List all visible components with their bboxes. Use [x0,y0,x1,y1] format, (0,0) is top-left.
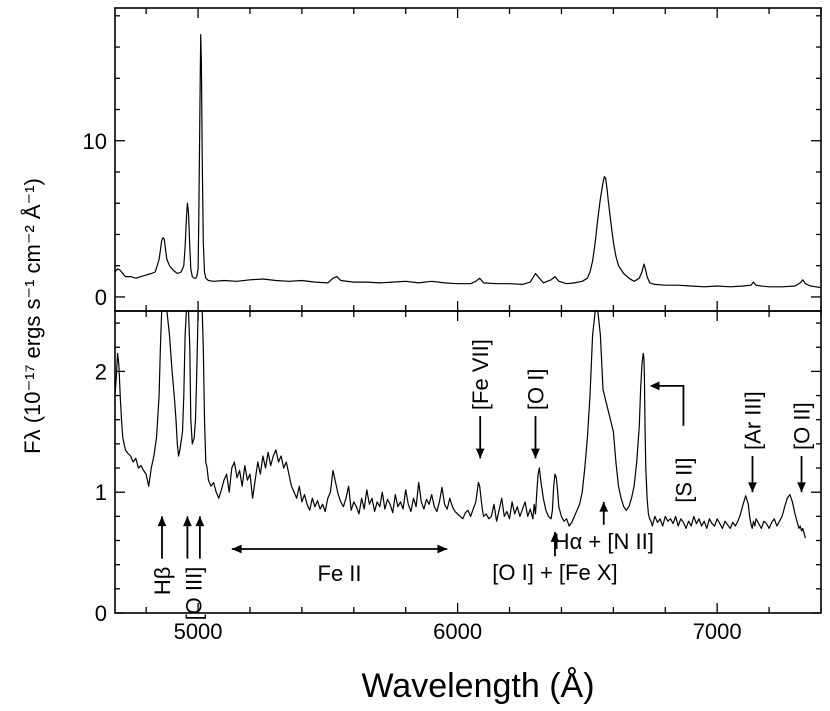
annotation-o-ii: [O II] [790,402,815,450]
annotation-h: Hβ [150,567,175,596]
bottom-spectrum-line [114,310,806,539]
y-tick-label: 0 [95,285,107,310]
arrow-head [797,482,806,493]
x-tick-label: 5000 [174,619,223,644]
arrow-head [599,501,609,512]
annotation-o-i-fe-x: [O I] + [Fe X] [492,560,617,585]
y-tick-label: 10 [83,129,107,154]
annotation-fe-vii: [Fe VII] [468,339,493,410]
x-tick-label: 7000 [693,619,742,644]
annotation-ar-iii: [Ar III] [740,391,765,450]
annotation-hook-arrow [651,384,685,426]
arrow-head [748,482,757,493]
annotation-fe-ii: Fe II [318,561,362,586]
top-spectrum-line [114,34,822,289]
arrow-head [195,516,205,527]
annotation-o-iii: [O III] [182,567,207,621]
top-panel-frame [114,7,822,312]
y-tick-label: 1 [95,480,107,505]
annotation-h-n-ii: Hα + [N II] [554,529,654,554]
y-axis-label: Fλ (10⁻¹⁷ ergs s⁻¹ cm⁻² Å⁻¹) [20,178,45,454]
bottom-panel-frame [114,310,822,614]
annotation-s-ii: [S II] [671,457,696,502]
arrow-head [437,544,448,554]
arrow-head [531,448,540,459]
line-annotations: Hβ [O III] Fe II [Fe VII] [O I] [O I] + [Fe X… [150,339,815,620]
axis-ticks: 5000 6000 7000 0 10 0 1 2 [83,8,822,644]
x-axis-label: Wavelength (Å) [361,667,594,705]
arrow-head [157,516,167,527]
arrow-head [550,532,560,542]
y-tick-label: 0 [95,601,107,626]
arrow-head [183,516,192,527]
annotation-o-i: [O I] [523,369,548,411]
y-tick-label: 2 [95,359,107,384]
arrow-head [649,381,660,391]
x-tick-label: 6000 [433,619,482,644]
arrow-head [475,448,485,459]
arrow-head [231,544,242,554]
